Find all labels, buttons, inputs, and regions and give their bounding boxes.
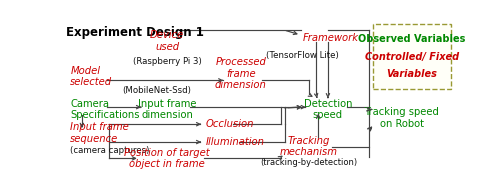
Text: (TensorFlow Lite): (TensorFlow Lite) xyxy=(266,51,339,60)
Text: Processed
frame
dimension: Processed frame dimension xyxy=(215,57,266,90)
Text: Variables: Variables xyxy=(386,69,438,80)
Text: Framework: Framework xyxy=(303,33,359,43)
Text: Device
used: Device used xyxy=(150,30,184,52)
Text: Tracking speed
on Robot: Tracking speed on Robot xyxy=(364,108,439,129)
Text: Experiment Design 1: Experiment Design 1 xyxy=(66,26,204,39)
Text: (tracking-by-detection): (tracking-by-detection) xyxy=(260,158,357,167)
Text: Input frame
dimension: Input frame dimension xyxy=(138,99,196,120)
FancyBboxPatch shape xyxy=(372,24,451,89)
Text: Position of target
object in frame: Position of target object in frame xyxy=(124,148,210,169)
Text: (Raspberry Pi 3): (Raspberry Pi 3) xyxy=(133,57,202,66)
Text: Detection
speed: Detection speed xyxy=(304,99,352,120)
Text: Tracking
mechanism: Tracking mechanism xyxy=(280,136,338,157)
Text: (camera captures): (camera captures) xyxy=(70,146,150,156)
Text: Illumination: Illumination xyxy=(206,137,265,147)
Text: (MobileNet-Ssd): (MobileNet-Ssd) xyxy=(122,85,192,95)
Text: Observed Variables: Observed Variables xyxy=(358,34,466,44)
Text: Input frame
sequence: Input frame sequence xyxy=(70,122,129,144)
Text: Model
selected: Model selected xyxy=(70,66,112,87)
Text: Occlusion: Occlusion xyxy=(206,119,254,129)
Text: Camera
Specifications: Camera Specifications xyxy=(70,99,140,120)
Text: Controlled/ Fixed: Controlled/ Fixed xyxy=(365,52,459,62)
